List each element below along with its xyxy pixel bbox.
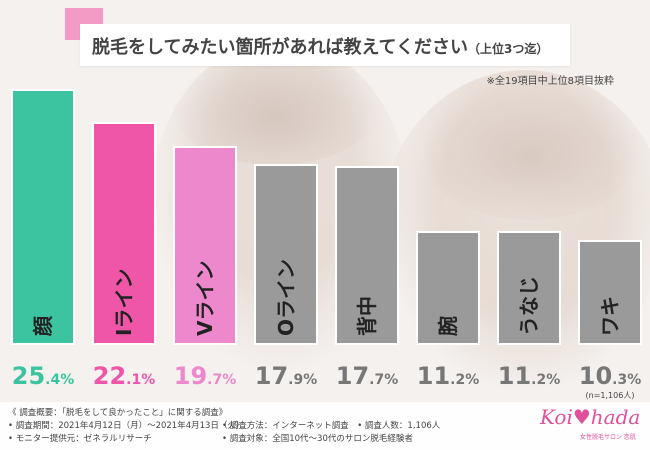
chart-title: 脱毛をしてみたい箇所があれば教えてください（上位3つ迄） (92, 33, 548, 59)
bar-category-label-5: 背中 (355, 296, 379, 336)
footer-line-period: • 調査期間：2021年4月12日（月）～2021年4月13日（火） (8, 421, 245, 431)
chart-title-sub: （上位3つ迄） (468, 42, 549, 56)
bar-value-label-5: 17.7% (336, 362, 399, 390)
bar-value-label-6: 11.2% (417, 362, 480, 390)
sample-size-note: (n=1,106人) (586, 391, 635, 400)
footer-line-provider: • モニター提供元：ゼネラルリサーチ (8, 434, 152, 444)
bar-value-label-7: 11.2% (498, 362, 561, 390)
bar-value-label-4: 17.9% (255, 362, 318, 390)
bar-value-label-2: 22.1% (93, 362, 156, 390)
bar-5 (335, 166, 399, 345)
chart-title-main: 脱毛をしてみたい箇所があれば教えてください (92, 37, 469, 58)
bar-value-label-3: 19.7% (174, 362, 237, 390)
survey-footer (0, 402, 650, 450)
background-photo-hair-right (420, 80, 640, 220)
bar-6 (416, 231, 480, 345)
title-box (80, 24, 570, 66)
bar-category-label-3: Vライン (193, 261, 217, 336)
bar-category-label-4: Oライン (274, 259, 298, 336)
bar-value-label-1: 25.4% (12, 362, 75, 390)
bar-8 (578, 240, 642, 345)
brand-logo: Koi♥hada (540, 405, 641, 429)
selection-note: ※全19項目中上位8項目抜粋 (486, 76, 614, 87)
bar-3 (173, 146, 237, 345)
bar-value-label-8: 10.3% (579, 362, 642, 390)
bar-category-label-6: 腕 (436, 316, 460, 337)
bar-category-label-8: ワキ (598, 296, 622, 336)
brand-logo-sub: 女性脱毛サロン 恋肌 (580, 434, 636, 441)
bar-4 (254, 164, 318, 345)
bar-category-label-1: 顔 (31, 315, 55, 337)
footer-line-method: • 調査方法：インターネット調査 • 調査人数：1,106人 (222, 421, 441, 431)
footer-line-target: • 調査対象：全国10代～30代のサロン脱毛経験者 (222, 434, 413, 444)
bar-1 (11, 89, 75, 345)
bar-category-label-2: Iライン (112, 269, 136, 336)
footer-line-overview: 《 調査概要：「脱毛をして良かったこと」に関する調査》 (8, 408, 228, 418)
bar-7 (497, 231, 561, 345)
bar-category-label-7: うなじ (517, 276, 541, 336)
bar-2 (92, 122, 156, 345)
